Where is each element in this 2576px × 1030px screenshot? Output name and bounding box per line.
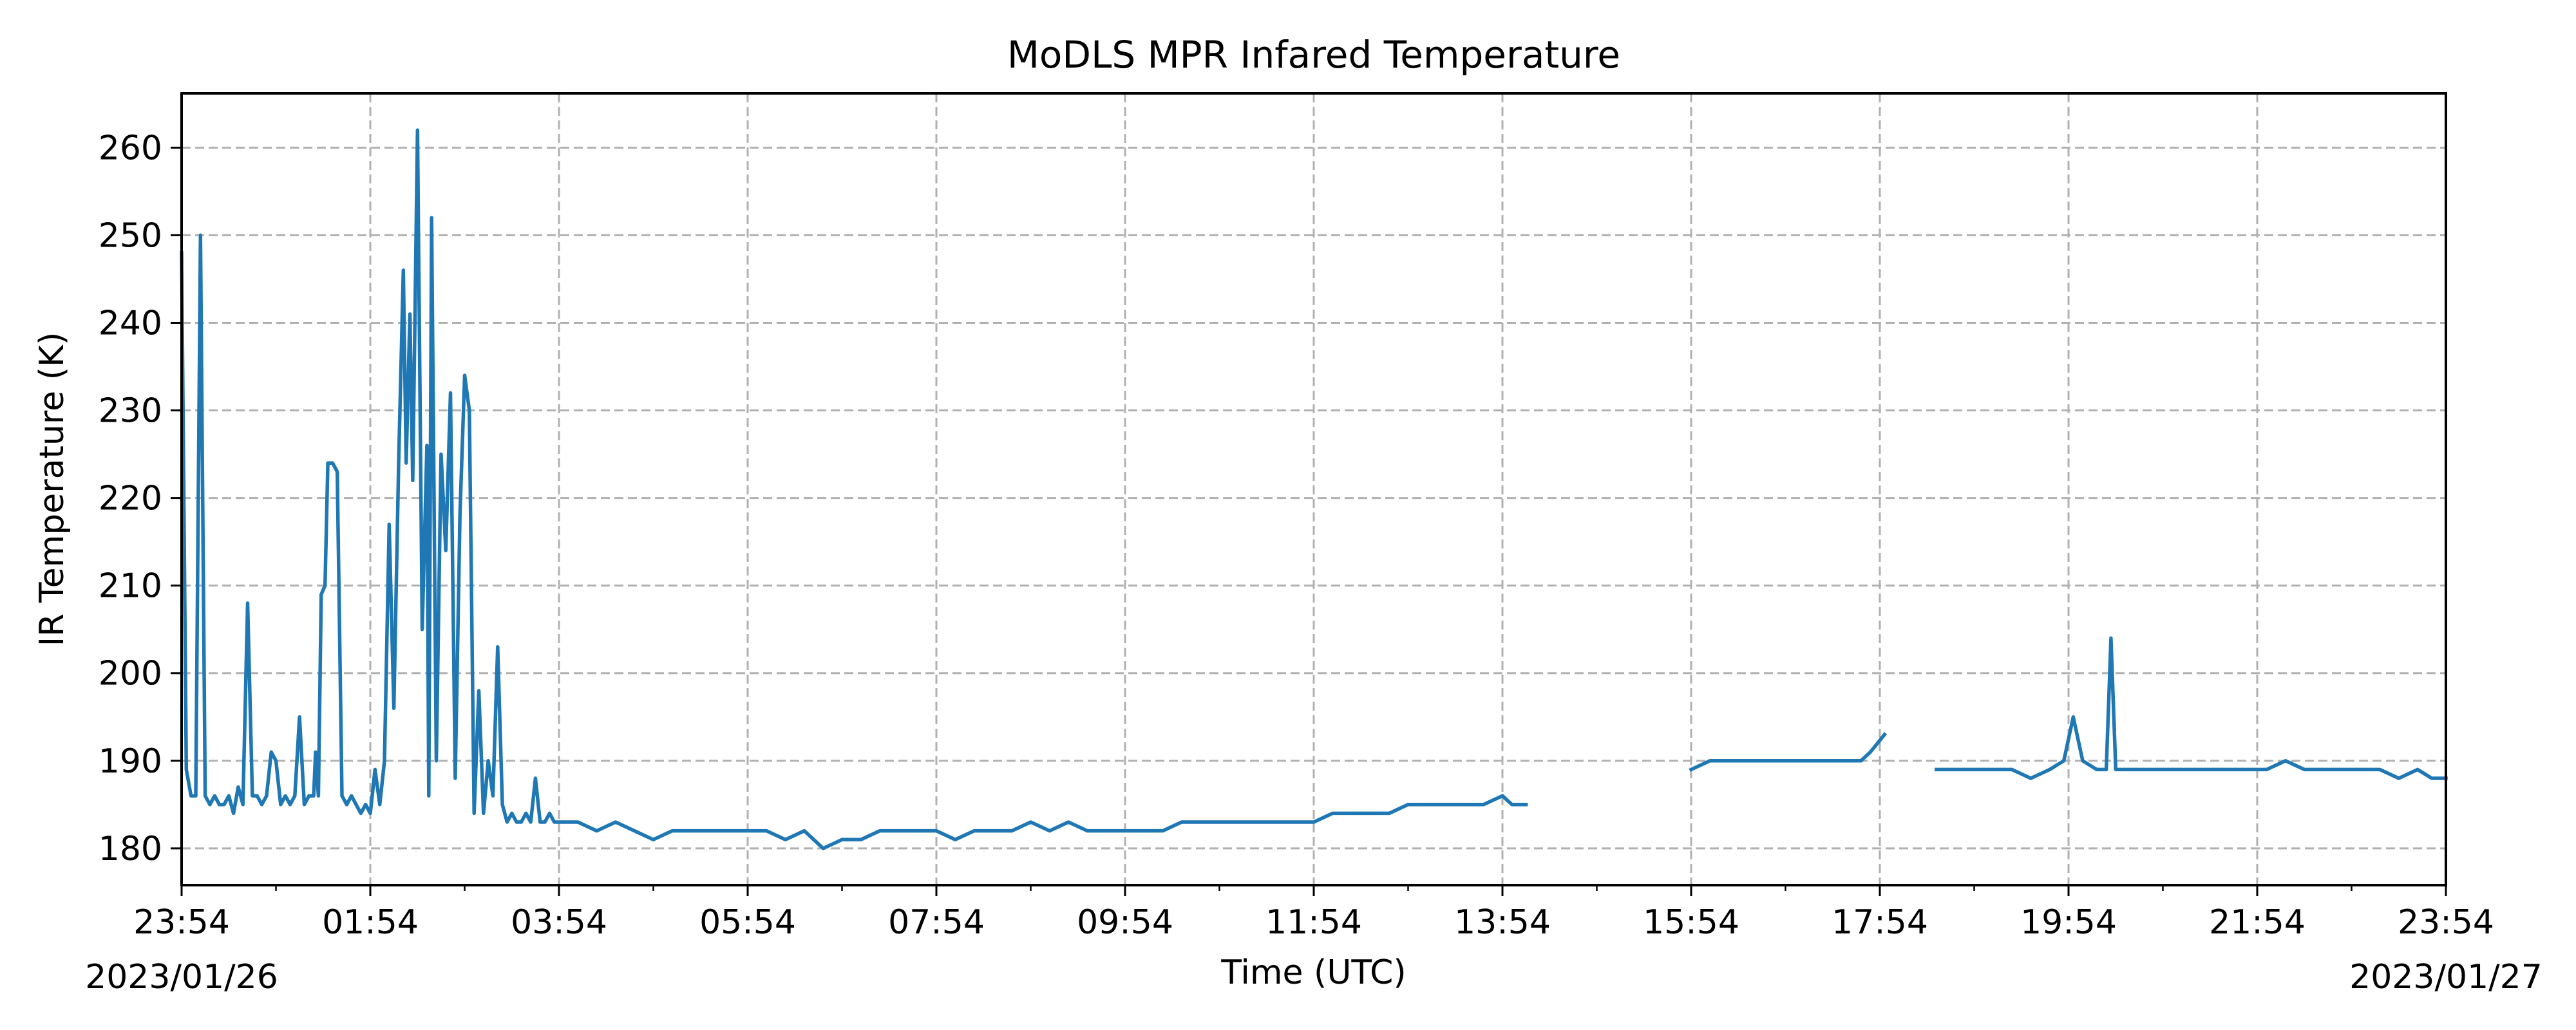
grid-lines	[180, 93, 2447, 885]
series-line-segment	[1689, 732, 1888, 772]
x-tick-label: 11:54	[1265, 903, 1362, 942]
x-tick-label: 21:54	[2209, 903, 2306, 942]
x-tick-label: 15:54	[1643, 903, 1739, 942]
x-tick-label: 09:54	[1077, 903, 1173, 942]
y-tick-label: 230	[99, 392, 162, 431]
x-tick-label: 23:54	[2398, 903, 2494, 942]
data-series	[180, 128, 2448, 850]
y-tick-label: 260	[99, 129, 162, 167]
x-tick-label: 13:54	[1454, 903, 1551, 942]
x-axis-label: Time (UTC)	[1220, 953, 1406, 992]
y-tick-label: 180	[99, 830, 162, 868]
x-tick-label: 17:54	[1832, 903, 1928, 942]
chart-title: MoDLS MPR Infared Temperature	[1007, 33, 1620, 77]
x-axis-ticks: 23:54 01:54 03:54 05:54 07:54 09:54 11:54 13:54…	[133, 885, 2494, 942]
series-line-segment	[1935, 636, 2448, 780]
y-tick-label: 190	[99, 742, 162, 781]
y-tick-label: 240	[99, 304, 162, 342]
y-tick-label: 200	[99, 655, 162, 693]
date-label-start: 2023/01/26	[85, 958, 278, 997]
x-tick-label: 05:54	[699, 903, 796, 942]
series-line-segment	[180, 128, 1528, 850]
y-tick-label: 250	[99, 216, 162, 255]
x-tick-label: 19:54	[2020, 903, 2117, 942]
x-tick-label: 07:54	[888, 903, 985, 942]
x-tick-label: 03:54	[511, 903, 607, 942]
x-tick-label: 01:54	[322, 903, 419, 942]
x-tick-label: 23:54	[133, 903, 230, 942]
y-axis-label: IR Temperature (K)	[33, 332, 71, 647]
y-tick-label: 210	[99, 567, 162, 606]
y-axis-ticks: 180 190 200 210 220 230 240 250 260	[99, 129, 182, 868]
y-tick-label: 220	[99, 480, 162, 518]
date-label-end: 2023/01/27	[2349, 958, 2543, 997]
